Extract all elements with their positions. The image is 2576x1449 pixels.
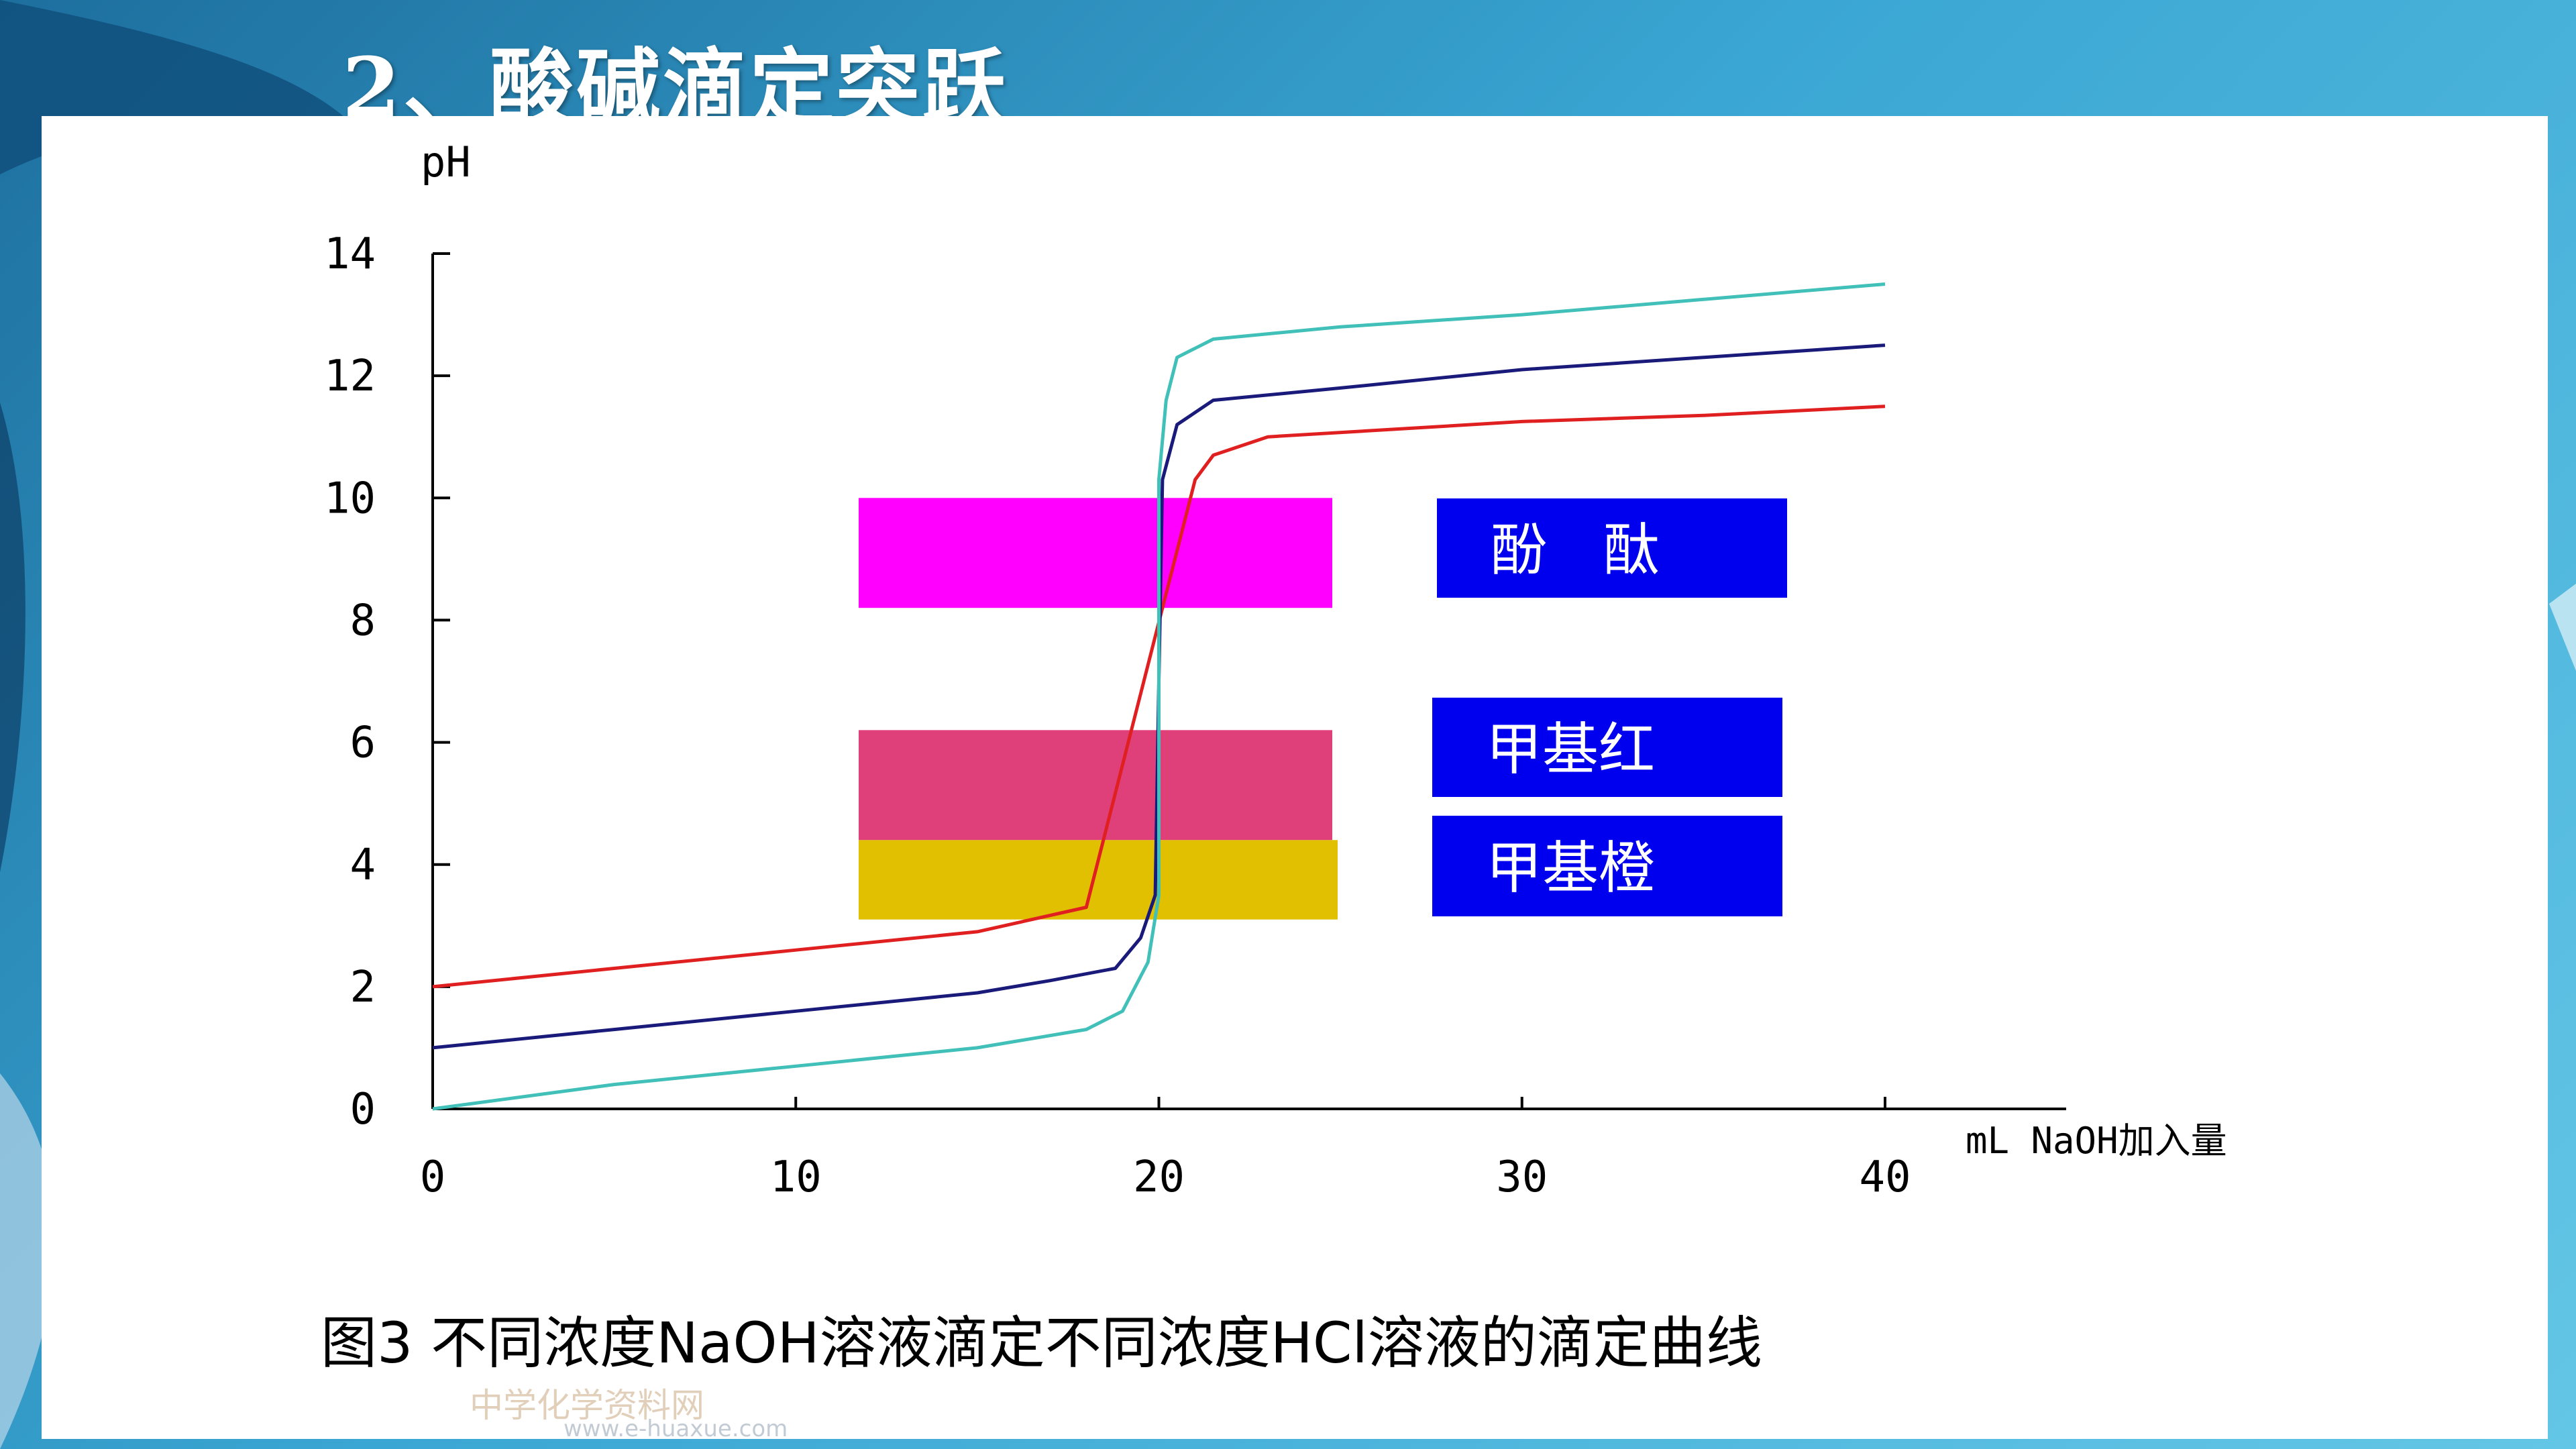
axes: 0 10 20 30 40 0 2 4 6 8 10 12 14 bbox=[324, 229, 2066, 1202]
indicator-label: 甲基红 bbox=[1486, 716, 1655, 782]
indicator-band bbox=[859, 730, 1332, 841]
y-tick-label: 2 bbox=[350, 963, 376, 1012]
y-tick-label: 14 bbox=[324, 229, 376, 279]
indicator-label-box bbox=[1432, 816, 1782, 916]
indicator-bands bbox=[859, 498, 1338, 920]
indicator-label-box bbox=[1437, 498, 1787, 598]
y-tick-label: 8 bbox=[350, 596, 376, 645]
x-tick-label: 40 bbox=[1859, 1152, 1911, 1202]
y-tick-label: 4 bbox=[350, 841, 376, 890]
y-axis-label: pH bbox=[421, 138, 471, 186]
x-tick-label: 20 bbox=[1133, 1152, 1185, 1202]
watermark-url: www.e-huaxue.com bbox=[564, 1415, 788, 1442]
x-tick-label: 10 bbox=[770, 1152, 822, 1202]
indicator-label-box bbox=[1432, 698, 1782, 797]
x-tick-label: 0 bbox=[420, 1152, 446, 1202]
titration-curve bbox=[432, 343, 1886, 1050]
y-tick-label: 12 bbox=[324, 352, 376, 401]
x-tick-label: 30 bbox=[1496, 1152, 1548, 1202]
titration-curve bbox=[432, 405, 1886, 989]
indicator-band bbox=[859, 498, 1332, 608]
titration-curve bbox=[432, 282, 1886, 1111]
chart-panel: 0 10 20 30 40 0 2 4 6 8 10 12 14 酚 酞甲基红甲基橙 pH mL NaO… bbox=[42, 116, 2548, 1439]
indicator-label: 酚 酞 bbox=[1491, 517, 1660, 583]
y-tick-label: 6 bbox=[350, 718, 376, 768]
chart-caption: 图3 不同浓度NaOH溶液滴定不同浓度HCl溶液的滴定曲线 bbox=[321, 1310, 1762, 1376]
watermark-text: 中学化学资料网 bbox=[470, 1386, 704, 1425]
y-tick-label: 0 bbox=[350, 1085, 376, 1134]
indicator-band bbox=[859, 840, 1338, 920]
series-lines bbox=[432, 282, 1886, 1111]
indicator-label: 甲基橙 bbox=[1486, 835, 1655, 901]
x-axis-label: mL NaOH加入量 bbox=[1966, 1120, 2227, 1162]
y-tick-label: 10 bbox=[324, 474, 376, 523]
